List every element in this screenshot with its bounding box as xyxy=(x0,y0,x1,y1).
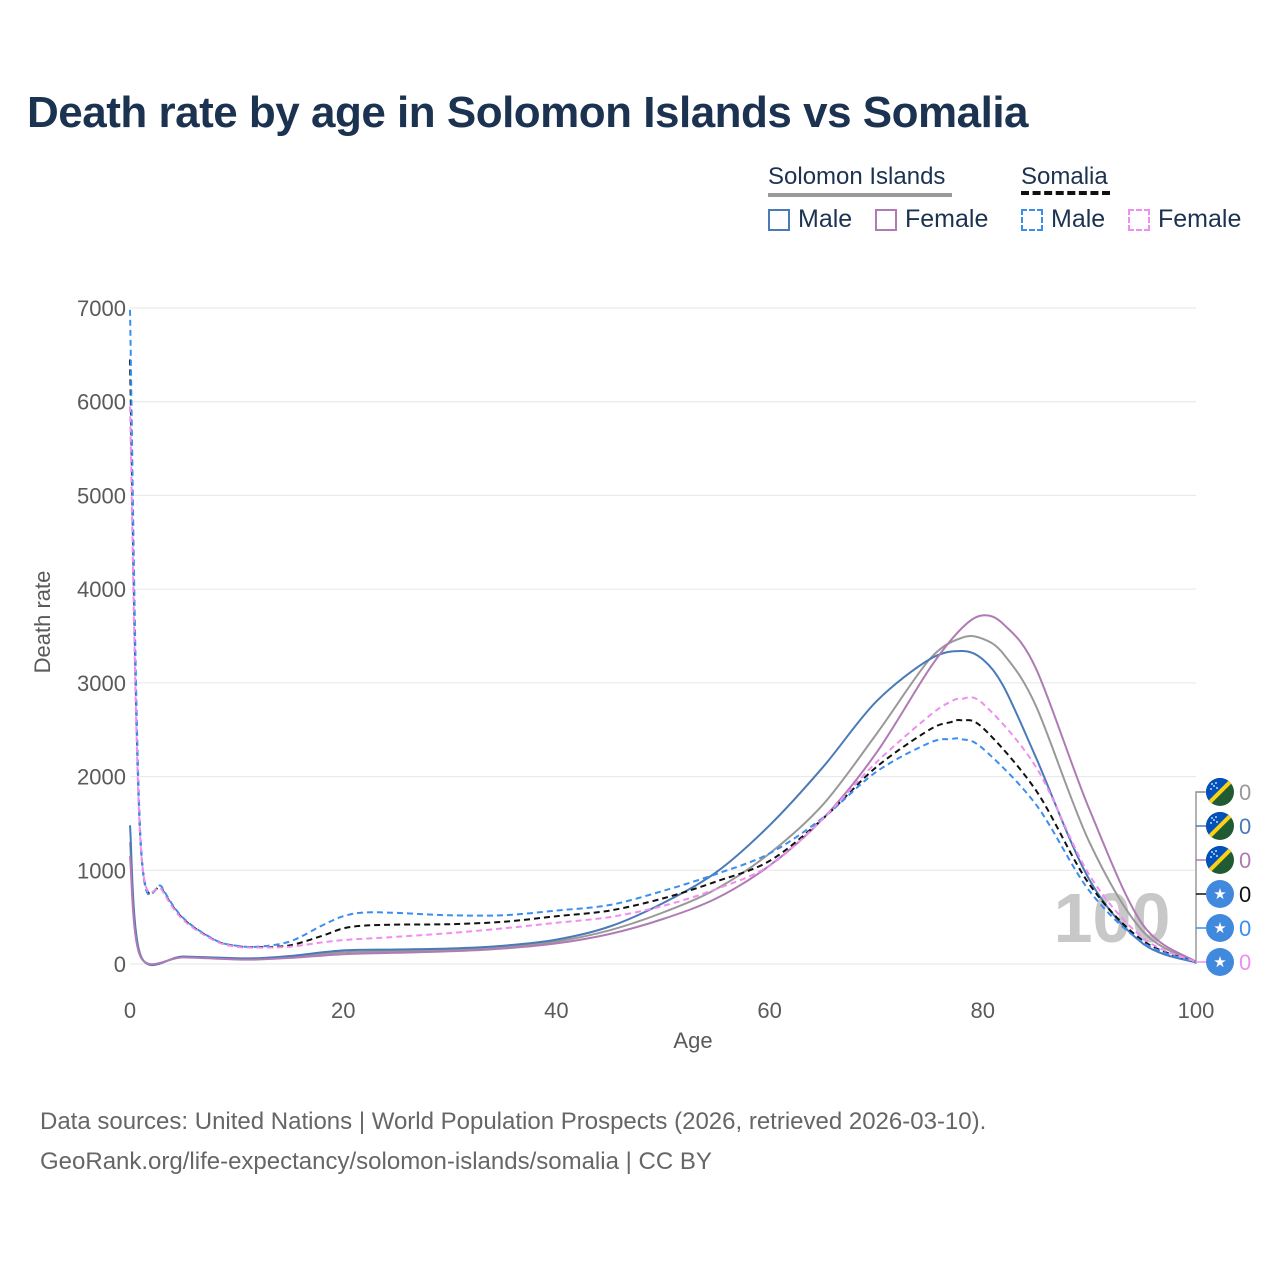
legend-item-solomon-female[interactable]: Female xyxy=(875,205,988,234)
x-tick-label: 0 xyxy=(124,998,136,1023)
legend-item-solomon-male[interactable]: Male xyxy=(768,205,852,234)
legend-group-solomon-islands[interactable]: Solomon Islands xyxy=(768,163,946,190)
series-line-solomon-islands-total[interactable] xyxy=(129,635,1197,966)
y-tick-label: 0 xyxy=(114,952,126,977)
legend-swatch-solomon-male xyxy=(768,208,790,231)
series-line-somalia-total[interactable] xyxy=(129,359,1197,964)
solomon-islands-flag-icon xyxy=(1206,778,1234,806)
end-marker-value: 0 xyxy=(1239,848,1251,873)
svg-text:★: ★ xyxy=(1213,919,1226,937)
end-marker-value: 0 xyxy=(1239,814,1251,839)
end-marker-solomon-islands-female[interactable]: 0 xyxy=(1196,846,1251,874)
end-marker-solomon-islands-total[interactable]: 0 xyxy=(1196,778,1251,806)
y-tick-label: 4000 xyxy=(77,577,126,602)
svg-text:★: ★ xyxy=(1213,885,1226,903)
chart-watermark: 100 xyxy=(1054,879,1171,957)
y-tick-label: 1000 xyxy=(77,858,126,883)
legend-label-somalia-female: Female xyxy=(1158,205,1242,233)
svg-text:★: ★ xyxy=(1213,953,1226,971)
series-line-solomon-islands-male[interactable] xyxy=(129,649,1197,967)
end-marker-bracket xyxy=(1195,791,1204,964)
x-axis-title: Age xyxy=(673,1028,712,1053)
end-marker-somalia-female[interactable]: ★ 0 xyxy=(1196,948,1251,976)
legend-label-solomon-female: Female xyxy=(905,205,989,233)
legend-label-solomon-male: Male xyxy=(798,205,853,233)
legend-swatch-somalia-female xyxy=(1128,208,1150,231)
legend-label-somalia-male: Male xyxy=(1051,205,1106,233)
end-marker-value: 0 xyxy=(1239,882,1251,907)
end-marker-somalia-total[interactable]: ★ 0 xyxy=(1196,880,1251,908)
end-marker-solomon-islands-male[interactable]: 0 xyxy=(1196,812,1251,840)
somalia-flag-icon: ★ xyxy=(1206,948,1234,976)
solomon-islands-flag-icon xyxy=(1206,812,1234,840)
y-tick-label: 6000 xyxy=(77,390,126,415)
legend-item-somalia-male[interactable]: Male xyxy=(1021,205,1105,234)
x-tick-label: 100 xyxy=(1178,998,1215,1023)
x-tick-label: 80 xyxy=(971,998,995,1023)
series-line-somalia-male[interactable] xyxy=(129,309,1197,964)
series-line-somalia-female[interactable] xyxy=(129,406,1197,963)
end-marker-value: 0 xyxy=(1239,950,1251,975)
x-tick-label: 60 xyxy=(757,998,781,1023)
solomon-islands-flag-icon xyxy=(1206,846,1234,874)
x-tick-label: 40 xyxy=(544,998,568,1023)
legend-underline-solomon-islands xyxy=(768,193,952,197)
y-tick-label: 3000 xyxy=(77,671,126,696)
y-tick-label: 7000 xyxy=(77,296,126,321)
series-line-solomon-islands-female[interactable] xyxy=(129,614,1197,966)
source-line: Data sources: United Nations | World Pop… xyxy=(40,1108,987,1135)
legend-group-somalia[interactable]: Somalia xyxy=(1021,163,1108,190)
somalia-flag-icon: ★ xyxy=(1206,914,1234,942)
end-marker-somalia-male[interactable]: ★ 0 xyxy=(1196,914,1251,942)
somalia-flag-icon: ★ xyxy=(1206,880,1234,908)
y-tick-label: 2000 xyxy=(77,765,126,790)
y-tick-label: 5000 xyxy=(77,483,126,508)
legend-swatch-solomon-female xyxy=(875,208,897,231)
legend-item-somalia-female[interactable]: Female xyxy=(1128,205,1241,234)
legend-swatch-somalia-male xyxy=(1021,208,1043,231)
end-marker-value: 0 xyxy=(1239,916,1251,941)
end-marker-value: 0 xyxy=(1239,780,1251,805)
legend-underline-somalia xyxy=(1021,191,1110,195)
source-url: GeoRank.org/life-expectancy/solomon-isla… xyxy=(40,1148,712,1175)
x-tick-label: 20 xyxy=(331,998,355,1023)
chart-title: Death rate by age in Solomon Islands vs … xyxy=(27,88,1029,137)
y-axis-title: Death rate xyxy=(30,571,55,674)
